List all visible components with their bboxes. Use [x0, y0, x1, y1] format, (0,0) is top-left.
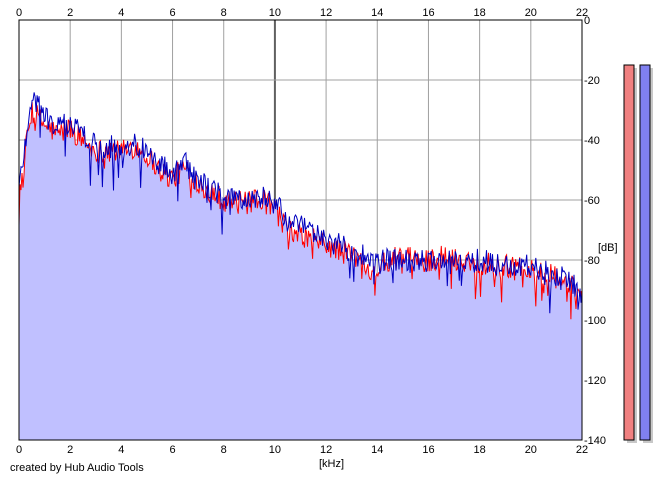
y-tick-label: -80 — [584, 255, 600, 267]
x-tick-label-bottom: 8 — [221, 444, 227, 456]
x-ticks-top: 0 2 4 6 8 10 12 14 16 18 20 22 — [16, 7, 588, 19]
left-channel-line — [18, 101, 583, 320]
x-axis-label: [kHz] — [319, 458, 344, 470]
x-tick-label-top: 20 — [525, 7, 537, 19]
x-tick-label-top: 6 — [169, 7, 175, 19]
y-ticks-right: 0 -20 -40 -60 -80 -100 -120 -140 — [584, 15, 606, 447]
x-tick-label-bottom: 14 — [371, 444, 383, 456]
x-tick-label-bottom: 12 — [320, 444, 332, 456]
x-tick-label-top: 16 — [422, 7, 434, 19]
right-channel-line — [18, 92, 583, 314]
y-tick-label: 0 — [584, 15, 590, 27]
x-tick-label-bottom: 18 — [474, 444, 486, 456]
x-tick-label-bottom: 2 — [67, 444, 73, 456]
y-tick-label: -40 — [584, 135, 600, 147]
x-tick-label-top: 22 — [576, 7, 588, 19]
credit-label: created by Hub Audio Tools — [10, 462, 144, 474]
plot-border — [18, 19, 583, 441]
x-tick-label-bottom: 10 — [269, 444, 281, 456]
y-tick-label: -120 — [584, 375, 606, 387]
x-tick-label-bottom: 6 — [169, 444, 175, 456]
y-tick-label: -140 — [584, 435, 606, 447]
x-tick-label-top: 18 — [474, 7, 486, 19]
x-tick-label-bottom: 22 — [576, 444, 588, 456]
level-meters — [623, 64, 653, 443]
x-tick-label-top: 0 — [16, 7, 22, 19]
x-tick-label-bottom: 4 — [118, 444, 124, 456]
x-tick-label-top: 10 — [269, 7, 281, 19]
x-tick-label-bottom: 16 — [422, 444, 434, 456]
x-tick-label-top: 12 — [320, 7, 332, 19]
x-tick-label-top: 4 — [118, 7, 124, 19]
level-meter-right — [639, 64, 651, 441]
x-ticks-bottom: 0 2 4 6 8 10 12 14 16 18 20 22 — [16, 444, 588, 456]
x-tick-label-bottom: 0 — [16, 444, 22, 456]
x-tick-label-top: 2 — [67, 7, 73, 19]
y-axis-label: [dB] — [598, 242, 618, 254]
y-tick-label: -20 — [584, 75, 600, 87]
x-tick-label-top: 8 — [221, 7, 227, 19]
spectrum-fill — [19, 101, 582, 441]
x-tick-label-top: 14 — [371, 7, 383, 19]
y-tick-label: -60 — [584, 195, 600, 207]
y-tick-label: -100 — [584, 315, 606, 327]
level-meter-left — [623, 64, 635, 441]
x-tick-label-bottom: 20 — [525, 444, 537, 456]
